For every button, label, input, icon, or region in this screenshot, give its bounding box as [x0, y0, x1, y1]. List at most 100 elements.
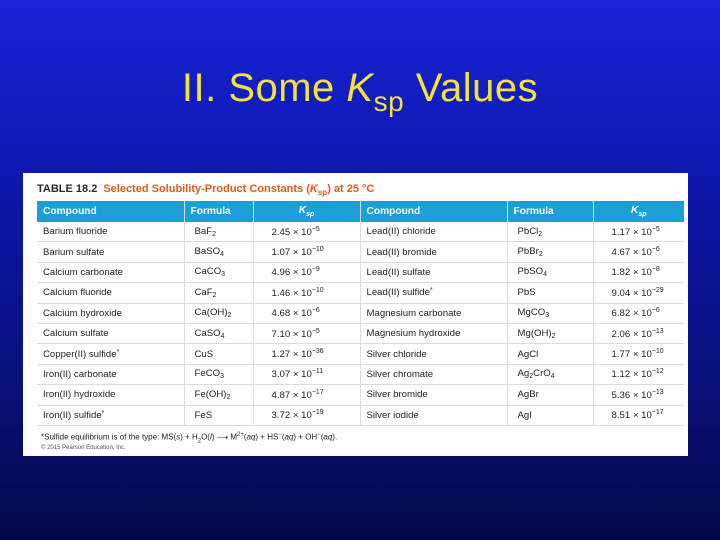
- ksp-value-cell: 9.04 × 10−29: [592, 282, 684, 304]
- compound-name: Lead(II) sulfate: [366, 266, 431, 278]
- ksp-value-cell: 2.06 × 10−13: [592, 323, 684, 345]
- table-row: Barium sulfate BaSO4 1.07 × 10−10 Lead(II) …: [37, 241, 684, 263]
- ksp-value-cell: 8.51 × 10−17: [592, 405, 684, 426]
- compound-name: Calcium fluoride: [43, 287, 112, 299]
- formula-part: FeS: [194, 409, 213, 421]
- formula-part: AgCl: [517, 348, 539, 360]
- formula-part: 2: [212, 291, 217, 299]
- ksp-value-cell: 3.72 × 10−19: [252, 405, 360, 426]
- ksp-value-cell: 1.17 × 10−5: [592, 222, 684, 243]
- footnote-part: *Sulfide equilibrium is of the type: MS(: [41, 432, 177, 442]
- ksp-times-ten: × 10: [632, 328, 652, 340]
- compound-name: Magnesium carbonate: [366, 307, 462, 319]
- formula-cell: BaF2: [183, 222, 253, 243]
- footnote-marker: *: [116, 348, 120, 356]
- ksp-value-cell: 1.07 × 10−10: [252, 241, 360, 263]
- formula-cell: PbS: [506, 282, 593, 304]
- formula-cell: Ag2CrO4: [506, 364, 593, 386]
- ksp-mantissa: 1.27: [271, 349, 291, 361]
- ksp-mantissa: 5.36: [611, 389, 631, 401]
- ksp-times-ten: × 10: [292, 389, 312, 401]
- ksp-exponent: −8: [651, 266, 660, 274]
- footnote-part: −: [278, 432, 282, 438]
- table-row: Calcium carbonate CaCO3 4.96 × 10−9 Lead(II…: [37, 262, 684, 284]
- ksp-mantissa: 3.07: [271, 369, 291, 381]
- formula-cell: AgBr: [506, 384, 593, 406]
- formula-cell: AgCl: [506, 343, 593, 365]
- compound-cell: Iron(II) hydroxide: [37, 384, 184, 406]
- formula-cell: BaSO4: [183, 241, 253, 263]
- table-row: Calcium sulfate CaSO4 7.10 × 10−5 Magnesium…: [37, 323, 684, 345]
- formula-part: 2: [538, 230, 543, 238]
- ksp-exponent: −19: [311, 409, 324, 417]
- ksp-times-ten: × 10: [632, 226, 652, 238]
- ksp-value-cell: 1.27 × 10−36: [252, 343, 360, 365]
- formula-cell: CaCO3: [183, 262, 253, 284]
- formula-part: Ag: [517, 368, 530, 380]
- formula-part: 4: [220, 251, 225, 259]
- footnote-part: (: [281, 432, 285, 442]
- footnote-part: aq: [323, 432, 333, 442]
- ksp-exponent: −13: [651, 388, 664, 396]
- table-row: Iron(II) hydroxide Fe(OH)2 4.87 × 10−17 Sil…: [37, 384, 684, 406]
- compound-name: Iron(II) sulfide: [43, 409, 102, 421]
- caption-text: Selected Solubility-Product Constants (K…: [103, 183, 374, 197]
- footnote-part: (: [320, 432, 324, 442]
- formula-part: 2: [212, 230, 217, 238]
- ksp-times-ten: × 10: [292, 287, 312, 299]
- header-compound-right: Compound: [359, 201, 507, 222]
- ksp-table: Compound Formula Ksp Compound Formula Ks…: [37, 201, 684, 426]
- footnote-part: aq: [246, 432, 256, 442]
- ksp-value-cell: 1.82 × 10−8: [592, 262, 684, 284]
- formula-part: 3: [545, 312, 550, 320]
- formula-cell: Ca(OH)2: [183, 303, 253, 324]
- formula-cell: Fe(OH)2: [183, 384, 253, 406]
- compound-cell: Magnesium hydroxide: [359, 323, 507, 345]
- ksp-exponent: −6: [651, 246, 660, 254]
- formula-part: Ca(OH): [194, 307, 228, 319]
- formula-part: PbCl: [517, 225, 539, 237]
- formula-cell: CaF2: [183, 282, 253, 304]
- compound-cell: Calcium fluoride: [37, 282, 184, 304]
- compound-name: Barium fluoride: [43, 226, 108, 238]
- table-body: Barium fluoride BaF2 2.45 × 10−5 Lead(II) c…: [37, 222, 684, 426]
- ksp-times-ten: × 10: [292, 410, 312, 422]
- ksp-mantissa: 1.07: [271, 247, 291, 259]
- ksp-mantissa: 3.72: [271, 410, 291, 422]
- ksp-times-ten: × 10: [292, 369, 312, 381]
- formula-part: Mg(OH): [517, 327, 552, 339]
- ksp-exponent: −29: [651, 286, 664, 294]
- table-caption: TABLE 18.2 Selected Solubility-Product Co…: [37, 183, 374, 197]
- formula-part: BaSO: [194, 246, 221, 258]
- compound-name: Barium sulfate: [43, 246, 105, 258]
- compound-cell: Calcium hydroxide: [37, 303, 184, 324]
- footnote-part: ) + HS: [255, 432, 279, 442]
- ksp-times-ten: × 10: [632, 369, 652, 381]
- ksp-value-cell: 4.68 × 10−6: [252, 303, 360, 324]
- ksp-value-cell: 4.67 × 10−6: [592, 241, 684, 263]
- formula-part: MgCO: [517, 307, 546, 319]
- compound-cell: Lead(II) bromide: [359, 241, 507, 263]
- compound-name: Calcium carbonate: [43, 266, 123, 278]
- footnote-part: 2: [197, 438, 202, 445]
- header-compound-left: Compound: [37, 201, 184, 222]
- compound-cell: Lead(II) sulfate: [359, 262, 507, 284]
- ksp-exponent: −36: [311, 348, 324, 356]
- formula-cell: Mg(OH)2: [506, 323, 593, 345]
- footnote-marker: *: [429, 287, 433, 295]
- compound-name: Magnesium hydroxide: [366, 328, 461, 340]
- header-k-sub: sp: [306, 211, 315, 219]
- header-ksp-right: Ksp: [592, 201, 684, 222]
- formula-part: PbSO: [517, 266, 544, 278]
- compound-name: Lead(II) sulfide: [366, 287, 430, 299]
- ksp-mantissa: 1.46: [271, 287, 291, 299]
- compound-cell: Silver bromide: [359, 384, 507, 406]
- compound-name: Silver chromate: [366, 368, 434, 380]
- formula-part: CaCO: [194, 266, 222, 278]
- ksp-mantissa: 1.17: [611, 226, 631, 238]
- footnote-part: l: [209, 432, 212, 442]
- ksp-value-cell: 4.96 × 10−9: [252, 262, 360, 284]
- table-row: Iron(II) sulfide* FeS 3.72 × 10−19 Silver i…: [37, 405, 684, 426]
- compound-cell: Silver chromate: [359, 364, 507, 386]
- ksp-mantissa: 2.06: [611, 328, 631, 340]
